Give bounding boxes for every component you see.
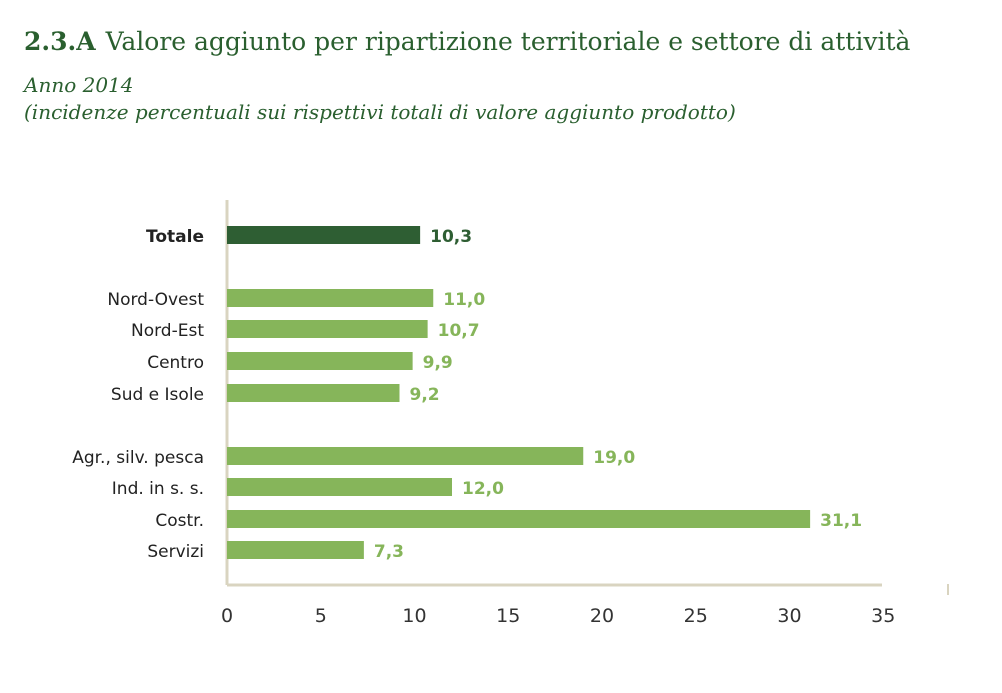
chart-header: 2.3.A Valore aggiunto per ripartizione te… <box>24 22 994 126</box>
bar <box>227 320 428 338</box>
value-label: 7,3 <box>374 542 404 562</box>
category-label: Sud e Isole <box>111 385 204 405</box>
x-tick-label: 20 <box>590 605 614 627</box>
chart-code: 2.3.A <box>24 27 96 56</box>
x-tick-label: 10 <box>402 605 426 627</box>
chart-title-text: Valore aggiunto per ripartizione territo… <box>105 27 911 56</box>
x-tick-label: 15 <box>496 605 520 627</box>
category-label: Nord-Est <box>131 321 204 341</box>
value-label: 9,9 <box>423 353 453 373</box>
category-label: Centro <box>147 353 204 373</box>
chart-subtitle-year: Anno 2014 <box>24 73 134 97</box>
chart-subtitle-note: (incidenze percentuali sui rispettivi to… <box>24 100 736 124</box>
bar <box>227 384 400 402</box>
bar <box>227 447 584 465</box>
bar <box>227 289 434 307</box>
bar <box>227 226 421 244</box>
value-label: 19,0 <box>593 448 635 468</box>
value-label: 12,0 <box>462 479 504 499</box>
x-tick-label: 25 <box>684 605 708 627</box>
bar <box>227 478 452 496</box>
x-tick-label: 5 <box>315 605 327 627</box>
value-label: 11,0 <box>443 290 485 310</box>
bar <box>227 352 413 370</box>
bar <box>227 510 811 528</box>
category-label: Totale <box>146 227 204 247</box>
x-tick-label: 30 <box>777 605 801 627</box>
x-tick-label: 0 <box>221 605 233 627</box>
chart-title: 2.3.A Valore aggiunto per ripartizione te… <box>24 22 994 62</box>
value-label: 9,2 <box>410 385 440 405</box>
value-label: 10,3 <box>430 227 472 247</box>
category-label: Ind. in s. s. <box>112 479 204 499</box>
bar <box>227 541 364 559</box>
value-label: 10,7 <box>438 321 480 341</box>
category-label: Nord-Ovest <box>107 290 204 310</box>
x-tick-label: 35 <box>871 605 895 627</box>
category-label: Agr., silv. pesca <box>72 448 204 468</box>
category-label: Servizi <box>147 542 204 562</box>
value-label: 31,1 <box>820 511 862 531</box>
category-label: Costr. <box>155 511 204 531</box>
